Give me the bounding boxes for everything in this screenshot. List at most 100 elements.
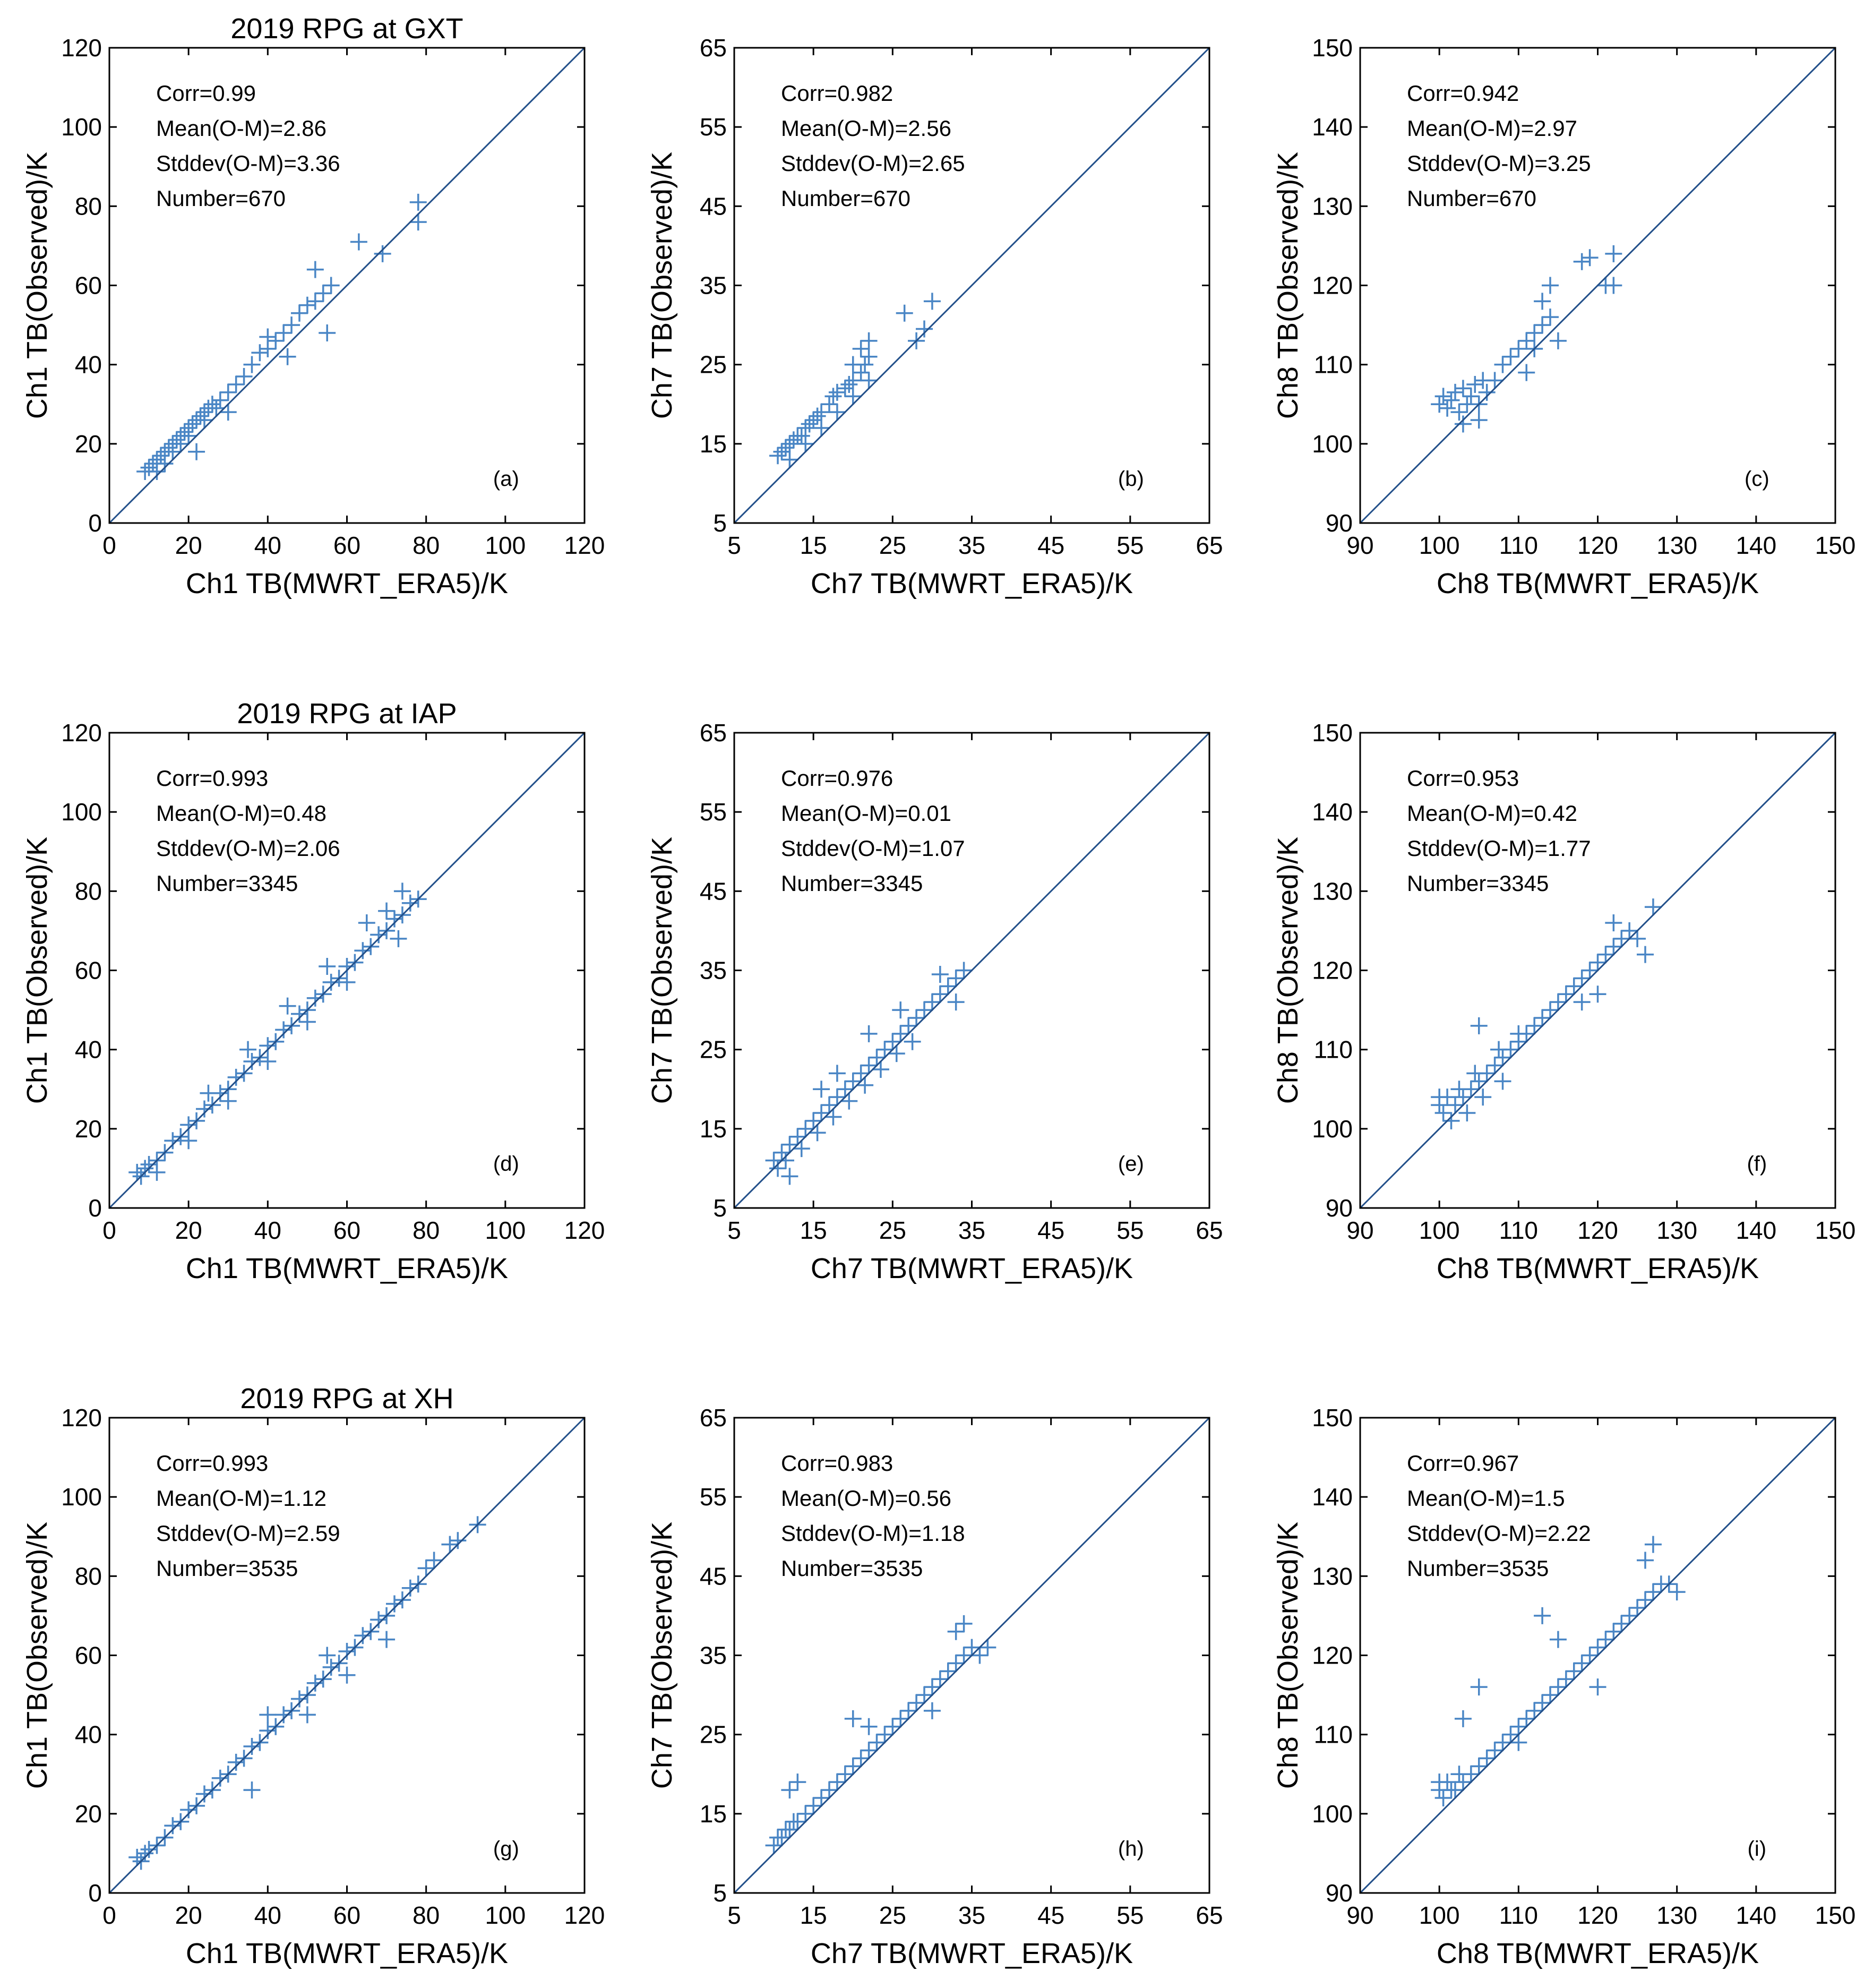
scatter-point xyxy=(844,1073,862,1090)
scatter-point xyxy=(259,1722,277,1740)
y-tick-label: 130 xyxy=(1312,877,1353,905)
scatter-point xyxy=(1565,1663,1583,1680)
scatter-point xyxy=(1526,1702,1543,1719)
scatter-point xyxy=(813,1789,830,1806)
scatter-point xyxy=(425,1552,443,1569)
scatter-point xyxy=(401,1579,419,1597)
scatter-point xyxy=(1534,1694,1551,1711)
x-tick-label: 80 xyxy=(413,1901,440,1929)
x-tick-label: 0 xyxy=(102,532,116,559)
stat-line: Number=3535 xyxy=(156,1556,298,1581)
scatter-point xyxy=(844,388,862,405)
scatter-point xyxy=(227,1068,245,1086)
x-tick-label: 100 xyxy=(1419,1901,1460,1929)
scatter-point xyxy=(1478,1750,1496,1767)
scatter-point xyxy=(1494,1049,1511,1066)
scatter-point xyxy=(868,1049,886,1066)
y-tick-label: 130 xyxy=(1312,1562,1353,1590)
scatter-point xyxy=(136,1845,154,1862)
scatter-point xyxy=(793,427,810,444)
y-tick-label: 25 xyxy=(700,351,727,379)
panel-label: (g) xyxy=(493,1837,519,1861)
scatter-point xyxy=(180,1116,197,1134)
scatter-point xyxy=(1466,375,1484,393)
x-tick-label: 5 xyxy=(727,1901,741,1929)
panel-label: (h) xyxy=(1118,1837,1144,1861)
stat-line: Corr=0.953 xyxy=(1407,766,1519,791)
x-tick-label: 100 xyxy=(485,1216,526,1244)
one-to-one-line xyxy=(108,47,586,524)
y-tick-label: 120 xyxy=(61,1404,102,1432)
scatter-point xyxy=(805,1112,822,1129)
scatter-point xyxy=(1534,316,1551,334)
y-tick-label: 55 xyxy=(700,1483,727,1511)
scatter-point xyxy=(872,1060,889,1078)
x-tick-label: 45 xyxy=(1037,532,1064,559)
scatter-point xyxy=(1542,309,1559,326)
scatter-point xyxy=(1573,993,1591,1011)
scatter-point xyxy=(813,419,830,436)
scatter-point xyxy=(1447,1781,1464,1799)
scatter-point xyxy=(1470,1073,1488,1090)
scatter-point xyxy=(164,1817,182,1835)
scatter-point xyxy=(1605,938,1622,955)
scatter-point xyxy=(947,970,965,987)
scatter-point xyxy=(801,415,818,433)
scatter-point xyxy=(781,1136,798,1153)
y-tick-label: 100 xyxy=(61,113,102,141)
scatter-point xyxy=(314,285,332,302)
scatter-point xyxy=(916,1001,933,1019)
scatter-point xyxy=(1494,1734,1511,1751)
scatter-point xyxy=(852,364,870,381)
scatter-point xyxy=(1470,1758,1488,1775)
scatter-point xyxy=(164,443,182,460)
stat-line: Number=3345 xyxy=(156,871,298,896)
scatter-point xyxy=(789,1773,806,1791)
scatter-point xyxy=(227,375,245,393)
scatter-point xyxy=(1462,1766,1480,1783)
scatter-point xyxy=(900,1017,917,1034)
scatter-point xyxy=(1565,978,1583,995)
scatter-point xyxy=(1526,1017,1543,1034)
y-axis-label: Ch1 TB(Observed)/K xyxy=(21,152,53,419)
scatter-point xyxy=(923,993,941,1011)
x-tick-label: 80 xyxy=(413,532,440,559)
scatter-point xyxy=(319,324,336,341)
scatter-point xyxy=(781,1781,798,1799)
x-axis-label: Ch8 TB(MWRT_ERA5)/K xyxy=(1437,1253,1759,1284)
scatter-point xyxy=(876,1041,893,1058)
scatter-point xyxy=(1637,1552,1654,1569)
y-tick-label: 60 xyxy=(75,957,102,984)
x-axis-label: Ch1 TB(MWRT_ERA5)/K xyxy=(186,1938,508,1969)
y-tick-label: 120 xyxy=(61,719,102,747)
scatter-point xyxy=(773,443,791,460)
scatter-point xyxy=(219,1092,237,1110)
scatter-point xyxy=(338,958,356,975)
one-to-one-line xyxy=(1359,732,1836,1209)
scatter-point xyxy=(1450,404,1468,421)
scatter-point xyxy=(955,1615,973,1632)
scatter-point xyxy=(1486,1057,1503,1074)
scatter-point xyxy=(1439,399,1456,417)
scatter-point xyxy=(781,1168,798,1185)
y-tick-label: 40 xyxy=(75,351,102,379)
scatter-point xyxy=(1573,970,1591,987)
scatter-point xyxy=(200,1084,217,1102)
x-tick-label: 140 xyxy=(1735,1901,1776,1929)
scatter-point xyxy=(148,1163,166,1181)
scatter-point xyxy=(259,328,277,346)
scatter-point xyxy=(1557,986,1575,1003)
scatter-point xyxy=(298,1013,316,1031)
y-tick-label: 20 xyxy=(75,1800,102,1828)
stat-line: Mean(O-M)=0.48 xyxy=(156,801,327,826)
scatter-point xyxy=(860,332,878,349)
scatter-point xyxy=(409,213,427,231)
x-tick-label: 55 xyxy=(1116,1901,1144,1929)
stat-line: Mean(O-M)=2.86 xyxy=(156,116,327,141)
scatter-point xyxy=(769,1160,787,1177)
stat-line: Number=3345 xyxy=(1407,871,1549,896)
scatter-point xyxy=(370,1611,388,1629)
scatter-point xyxy=(319,958,336,975)
scatter-point xyxy=(1486,1742,1503,1759)
scatter-points xyxy=(769,293,941,468)
